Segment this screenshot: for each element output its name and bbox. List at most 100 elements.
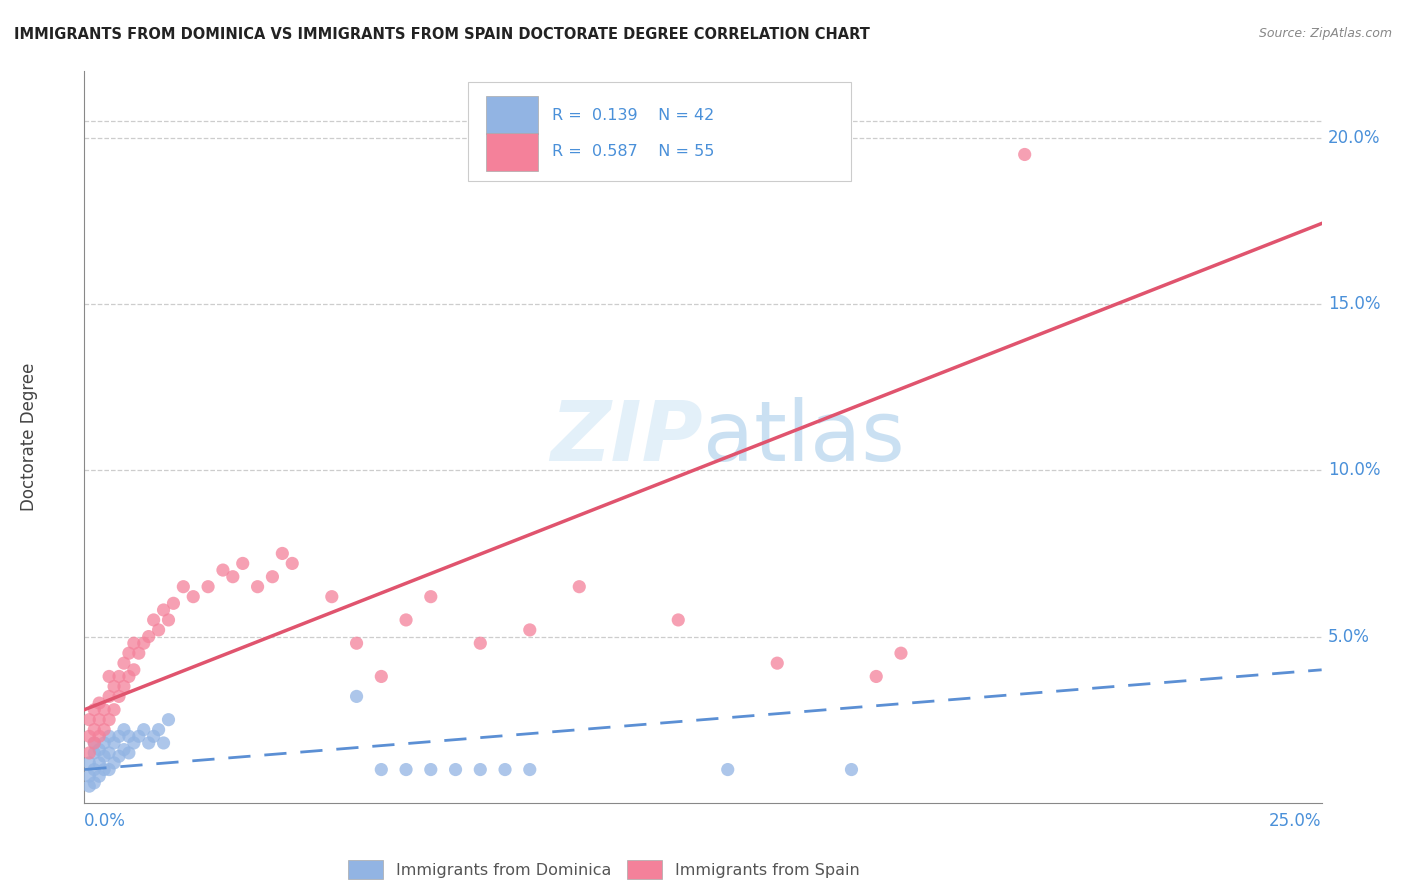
Text: R =  0.139    N = 42: R = 0.139 N = 42 — [553, 108, 714, 123]
Point — [108, 669, 131, 683]
Point — [281, 557, 304, 571]
Point — [271, 546, 294, 560]
FancyBboxPatch shape — [486, 133, 538, 171]
Point — [419, 590, 441, 604]
Point — [103, 680, 125, 694]
Point — [152, 603, 174, 617]
Point — [112, 742, 135, 756]
Point — [321, 590, 343, 604]
Point — [148, 723, 170, 737]
Point — [890, 646, 912, 660]
Point — [118, 669, 141, 683]
Point — [108, 729, 131, 743]
Point — [419, 763, 441, 777]
Point — [222, 570, 245, 584]
FancyBboxPatch shape — [486, 96, 538, 135]
Point — [83, 703, 105, 717]
Point — [89, 769, 111, 783]
Point — [157, 613, 180, 627]
Point — [112, 680, 135, 694]
Point — [519, 763, 541, 777]
Point — [93, 703, 115, 717]
Point — [494, 763, 516, 777]
Point — [93, 723, 115, 737]
Legend: Immigrants from Dominica, Immigrants from Spain: Immigrants from Dominica, Immigrants fro… — [349, 861, 860, 879]
Point — [79, 756, 101, 770]
Point — [98, 746, 121, 760]
Point — [197, 580, 219, 594]
Point — [89, 729, 111, 743]
Point — [83, 736, 105, 750]
Point — [1014, 147, 1036, 161]
Point — [79, 729, 101, 743]
Point — [142, 729, 165, 743]
Point — [246, 580, 269, 594]
Point — [103, 736, 125, 750]
Point — [148, 623, 170, 637]
Text: R =  0.587    N = 55: R = 0.587 N = 55 — [553, 145, 714, 160]
Point — [181, 590, 204, 604]
Text: 25.0%: 25.0% — [1270, 813, 1322, 830]
Point — [98, 669, 121, 683]
Point — [83, 763, 105, 777]
Point — [118, 729, 141, 743]
Text: 0.0%: 0.0% — [84, 813, 127, 830]
Point — [666, 613, 689, 627]
Point — [122, 736, 145, 750]
Point — [262, 570, 284, 584]
Point — [138, 630, 160, 644]
Point — [98, 729, 121, 743]
Point — [89, 742, 111, 756]
Point — [132, 636, 155, 650]
Point — [470, 636, 492, 650]
Point — [568, 580, 591, 594]
Point — [152, 736, 174, 750]
Point — [157, 713, 180, 727]
Point — [83, 746, 105, 760]
Point — [83, 736, 105, 750]
Point — [122, 636, 145, 650]
Point — [79, 713, 101, 727]
Point — [83, 723, 105, 737]
Point — [212, 563, 235, 577]
Text: ZIP: ZIP — [550, 397, 703, 477]
Point — [93, 736, 115, 750]
Point — [444, 763, 467, 777]
Point — [93, 763, 115, 777]
Point — [103, 703, 125, 717]
Point — [118, 646, 141, 660]
Point — [132, 723, 155, 737]
Point — [89, 696, 111, 710]
Text: 10.0%: 10.0% — [1327, 461, 1381, 479]
Point — [89, 756, 111, 770]
Point — [98, 690, 121, 704]
Point — [142, 613, 165, 627]
Point — [98, 713, 121, 727]
Point — [370, 669, 392, 683]
Point — [112, 656, 135, 670]
Point — [519, 623, 541, 637]
Text: Doctorate Degree: Doctorate Degree — [20, 363, 38, 511]
Point — [128, 646, 150, 660]
Text: 20.0%: 20.0% — [1327, 128, 1381, 147]
Text: 15.0%: 15.0% — [1327, 295, 1381, 313]
Point — [98, 763, 121, 777]
Point — [108, 690, 131, 704]
Point — [79, 779, 101, 793]
Point — [79, 746, 101, 760]
Point — [108, 749, 131, 764]
Point — [346, 636, 368, 650]
Point — [83, 776, 105, 790]
Point — [232, 557, 254, 571]
Point — [766, 656, 789, 670]
Point — [162, 596, 184, 610]
FancyBboxPatch shape — [468, 82, 852, 181]
Point — [79, 769, 101, 783]
Point — [346, 690, 368, 704]
Point — [395, 763, 418, 777]
Point — [138, 736, 160, 750]
Point — [112, 723, 135, 737]
Point — [865, 669, 887, 683]
Text: Source: ZipAtlas.com: Source: ZipAtlas.com — [1258, 27, 1392, 40]
Point — [172, 580, 194, 594]
